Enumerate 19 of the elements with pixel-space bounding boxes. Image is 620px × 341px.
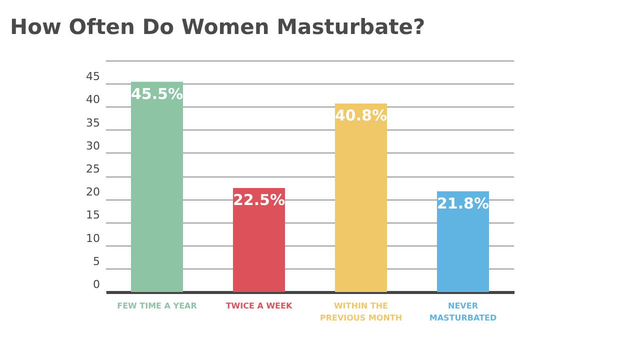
y-tick-label: 25 <box>86 162 100 176</box>
y-tick-label: 40 <box>86 93 100 106</box>
x-tick-label: NEVER MASTURBATED <box>429 302 497 322</box>
y-tick-label: 10 <box>86 232 100 245</box>
y-tick-label: 15 <box>86 208 100 222</box>
y-tick-label: 30 <box>86 139 100 152</box>
y-tick-label: 45 <box>86 70 100 84</box>
data-label: 21.8% <box>436 194 490 212</box>
data-label: 45.5% <box>130 84 184 103</box>
data-label: 40.8% <box>334 106 388 125</box>
y-tick-label: 20 <box>86 186 100 199</box>
y-tick-label: 0 <box>93 278 100 291</box>
x-tick-label: FEW TIME A YEAR <box>117 302 197 310</box>
chart-title: How Often Do Women Masturbate? <box>10 15 426 39</box>
y-tick-label: 5 <box>93 254 100 268</box>
x-tick-label: TWICE A WEEK <box>226 302 293 310</box>
data-label: 22.5% <box>232 191 286 210</box>
x-tick-label: WITHIN THE PREVIOUS MONTH <box>320 302 402 322</box>
y-tick-label: 35 <box>86 116 100 130</box>
